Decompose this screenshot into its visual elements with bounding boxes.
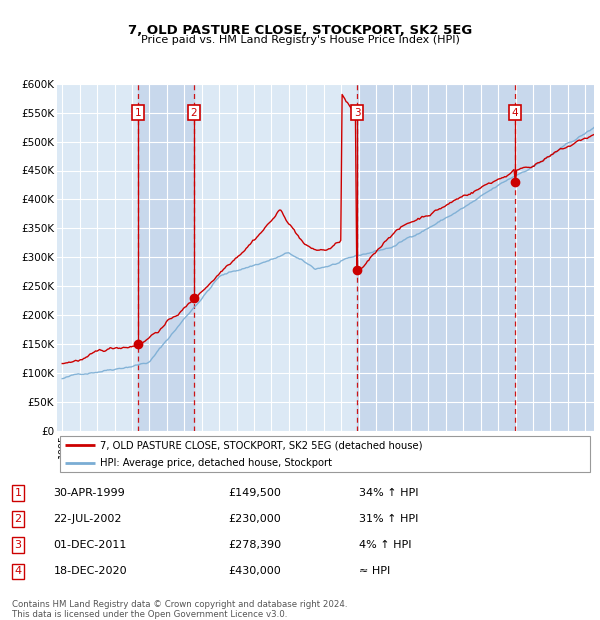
Text: 30-APR-1999: 30-APR-1999: [53, 488, 125, 498]
Text: 3: 3: [354, 108, 361, 118]
Text: 7, OLD PASTURE CLOSE, STOCKPORT, SK2 5EG (detached house): 7, OLD PASTURE CLOSE, STOCKPORT, SK2 5EG…: [100, 440, 422, 450]
Text: 01-DEC-2011: 01-DEC-2011: [53, 540, 127, 551]
Bar: [515, 84, 594, 431]
Bar: [138, 84, 194, 431]
Text: 34% ↑ HPI: 34% ↑ HPI: [359, 488, 419, 498]
Text: £430,000: £430,000: [229, 567, 281, 577]
Text: £278,390: £278,390: [229, 540, 282, 551]
Text: 31% ↑ HPI: 31% ↑ HPI: [359, 514, 419, 524]
Text: 4: 4: [512, 108, 518, 118]
Text: £230,000: £230,000: [229, 514, 281, 524]
Text: 1: 1: [134, 108, 141, 118]
Text: 3: 3: [14, 540, 22, 551]
Text: 22-JUL-2002: 22-JUL-2002: [53, 514, 122, 524]
Text: 18-DEC-2020: 18-DEC-2020: [53, 567, 127, 577]
Text: 2: 2: [14, 514, 22, 524]
Text: 2: 2: [191, 108, 197, 118]
Text: £149,500: £149,500: [229, 488, 281, 498]
FancyBboxPatch shape: [59, 436, 590, 472]
Text: 4: 4: [14, 567, 22, 577]
Text: ≈ HPI: ≈ HPI: [359, 567, 391, 577]
Text: 1: 1: [14, 488, 22, 498]
Text: Price paid vs. HM Land Registry's House Price Index (HPI): Price paid vs. HM Land Registry's House …: [140, 35, 460, 45]
Text: 4% ↑ HPI: 4% ↑ HPI: [359, 540, 412, 551]
Text: 7, OLD PASTURE CLOSE, STOCKPORT, SK2 5EG: 7, OLD PASTURE CLOSE, STOCKPORT, SK2 5EG: [128, 24, 472, 37]
Text: HPI: Average price, detached house, Stockport: HPI: Average price, detached house, Stoc…: [100, 458, 332, 468]
Text: Contains HM Land Registry data © Crown copyright and database right 2024.
This d: Contains HM Land Registry data © Crown c…: [12, 600, 347, 619]
Bar: [357, 84, 515, 431]
